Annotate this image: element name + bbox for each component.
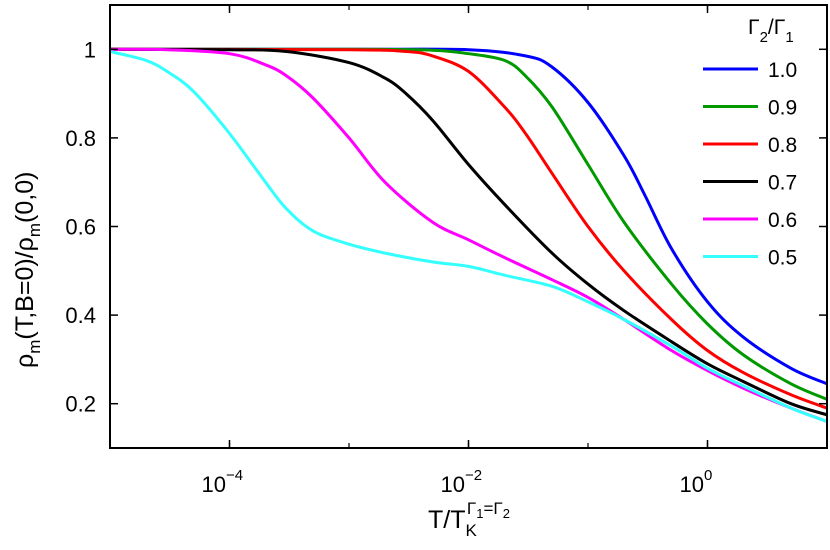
legend-title: Γ2/Γ1	[748, 16, 794, 46]
legend: Γ2/Γ1 1.0 0.9 0.8 0.7 0.6 0.5	[703, 16, 797, 270]
series-line-0-8	[109, 47, 828, 410]
legend-label: 0.5	[768, 247, 797, 270]
series-line-0-7	[109, 47, 828, 417]
legend-label: 0.8	[768, 134, 797, 157]
series-line-0-9	[109, 47, 828, 401]
curves-layer	[109, 47, 828, 423]
y-tick-label: 1	[84, 37, 96, 62]
legend-label: 1.0	[768, 59, 797, 82]
y-tick-label: 0.6	[65, 215, 96, 240]
x-axis-title: T/TKΓ1=Γ2	[428, 499, 510, 540]
y-tick-label: 0.2	[65, 392, 96, 417]
legend-label: 0.9	[768, 97, 797, 120]
ticks-layer: 10−4 10−2 100 0.2 0.4 0.6 0.8 1	[65, 5, 828, 497]
legend-label: 0.7	[768, 172, 797, 195]
y-axis-title: ρm(T,B=0)/ρm(0,0)	[11, 172, 44, 368]
y-tick-label: 0.8	[65, 126, 96, 151]
x-tick-label: 100	[680, 467, 713, 497]
series-line-0-6	[109, 47, 828, 423]
y-tick-label: 0.4	[65, 303, 96, 328]
x-tick-label: 10−2	[441, 467, 483, 497]
legend-label: 0.6	[768, 209, 797, 232]
x-tick-label: 10−4	[202, 467, 244, 497]
series-line-0-5	[109, 50, 828, 423]
